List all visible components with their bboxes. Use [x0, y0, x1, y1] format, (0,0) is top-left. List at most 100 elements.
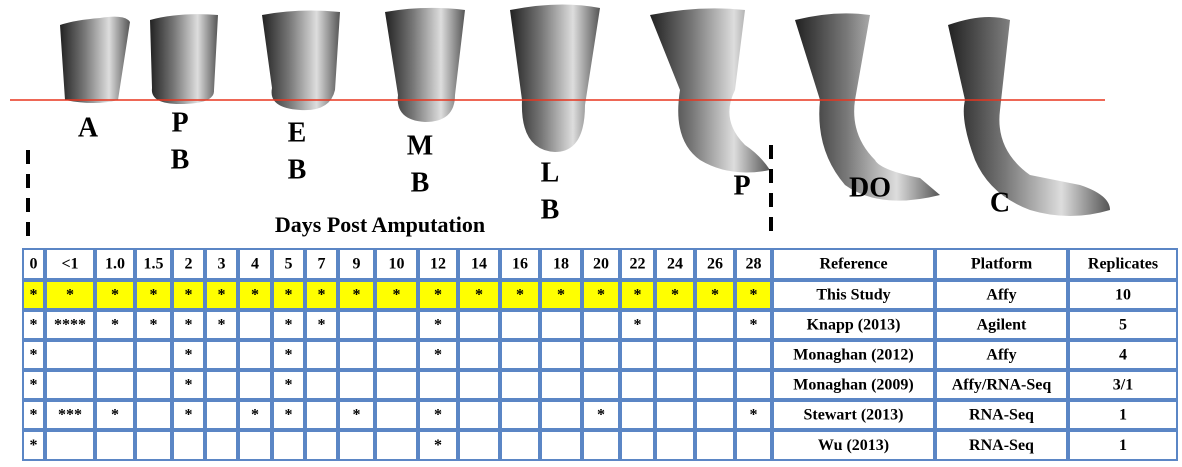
table-cell [95, 430, 135, 461]
table-cell [772, 370, 935, 400]
cell-text: * [185, 317, 193, 334]
table-cell [305, 430, 338, 461]
table-cell [458, 280, 500, 310]
table-cell [305, 370, 338, 400]
cell-text: * [30, 347, 38, 364]
table-cell [772, 310, 935, 340]
cell-text: * [30, 437, 38, 454]
header-label: 4 [251, 256, 259, 273]
table-cell [272, 280, 305, 310]
table-cell [95, 400, 135, 430]
table-cell [620, 280, 655, 310]
cell-text: * [285, 287, 293, 304]
table-cell [172, 370, 205, 400]
table-cell [272, 400, 305, 430]
table-cell [935, 248, 1068, 280]
cell-text: 1 [1119, 407, 1127, 424]
cell-text: RNA-Seq [969, 437, 1034, 454]
cell-text: * [393, 287, 401, 304]
table-cell [338, 248, 375, 280]
cell-text: * [30, 287, 38, 304]
table-cell [172, 248, 205, 280]
cell-text: * [218, 287, 226, 304]
header-label: 2 [185, 256, 193, 273]
table-cell [695, 310, 735, 340]
stage-label: L [541, 157, 560, 188]
header-label: 7 [318, 256, 326, 273]
table-cell [540, 340, 582, 370]
table-cell [1068, 248, 1178, 280]
header-label: 18 [553, 256, 569, 273]
table-cell [1068, 310, 1178, 340]
header-label: 1.5 [144, 256, 164, 273]
limb [150, 14, 218, 105]
table-cell [45, 310, 95, 340]
cell-text: * [434, 287, 442, 304]
table-cell [135, 400, 172, 430]
cell-text: * [711, 287, 719, 304]
table-cell [338, 310, 375, 340]
table-cell [418, 370, 458, 400]
limb-drawings [60, 4, 1110, 217]
table-cell [305, 310, 338, 340]
cell-text: * [185, 287, 193, 304]
table-cell [458, 370, 500, 400]
table-cell [655, 430, 695, 461]
cell-text: * [597, 287, 605, 304]
table-cell [205, 430, 238, 461]
cell-text: * [557, 287, 565, 304]
table-cell [338, 430, 375, 461]
limb [60, 16, 130, 104]
table-cell [22, 340, 45, 370]
table-cell [375, 340, 418, 370]
table-cell [135, 340, 172, 370]
cell-text: * [30, 317, 38, 334]
header-label: 28 [746, 256, 762, 273]
cell-text: * [251, 287, 259, 304]
table-cell [735, 248, 772, 280]
header-label: <1 [61, 256, 78, 273]
table-cell [205, 340, 238, 370]
table-cell [1068, 340, 1178, 370]
table-cell [655, 340, 695, 370]
cell-text: * [318, 287, 326, 304]
cell-text: * [516, 287, 524, 304]
table-cell [95, 248, 135, 280]
table-cell [135, 430, 172, 461]
table-cell [305, 340, 338, 370]
header-label: 14 [471, 256, 487, 273]
table-cell [735, 310, 772, 340]
table-cell [305, 400, 338, 430]
stage-label: B [541, 194, 560, 225]
cell-text: * [285, 377, 293, 394]
cell-text: * [318, 317, 326, 334]
cell-text: 3/1 [1113, 377, 1133, 394]
table-cell [735, 280, 772, 310]
table-cell [620, 310, 655, 340]
stage-label: C [990, 187, 1010, 218]
table-cell [540, 430, 582, 461]
table-cell [935, 400, 1068, 430]
table-cell [695, 280, 735, 310]
cell-text: Affy/RNA-Seq [952, 377, 1052, 394]
cell-text: * [434, 347, 442, 364]
cell-text: * [671, 287, 679, 304]
table-cell [935, 370, 1068, 400]
table-cell [1068, 280, 1178, 310]
table-cell [22, 310, 45, 340]
header-label: 0 [30, 256, 38, 273]
table-cell [540, 370, 582, 400]
table-cell [500, 340, 540, 370]
table-cell [172, 340, 205, 370]
table-cell [22, 280, 45, 310]
table-cell [135, 280, 172, 310]
stage-label: E [288, 117, 307, 148]
cell-text: Affy [986, 287, 1016, 304]
table-cell [735, 340, 772, 370]
table-cell [22, 430, 45, 461]
table-cell [238, 310, 272, 340]
cell-text: * [66, 287, 74, 304]
table-cell [45, 248, 95, 280]
table-cell [205, 400, 238, 430]
stage-label: M [407, 130, 433, 161]
